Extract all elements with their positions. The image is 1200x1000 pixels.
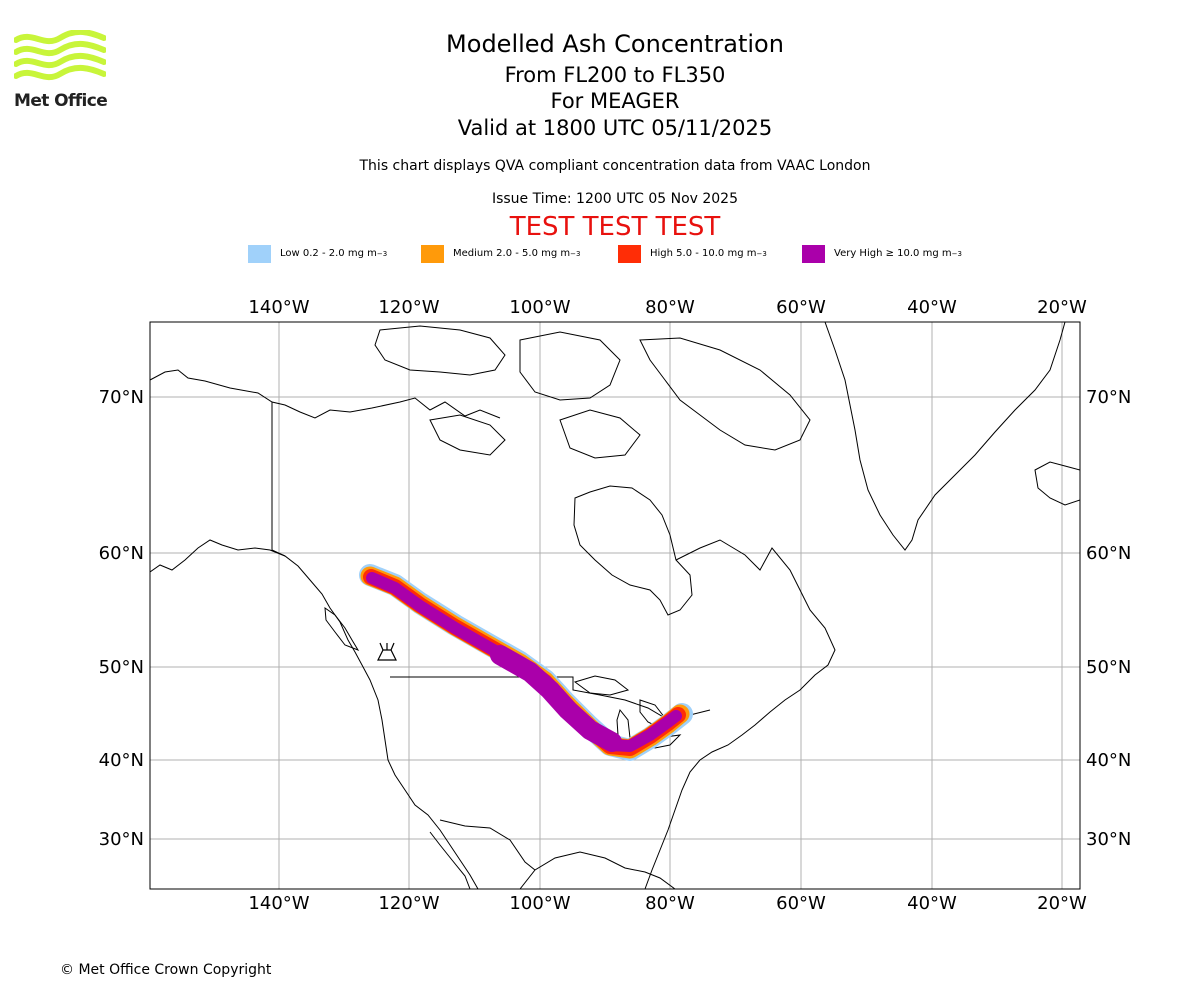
latitude-label: 60°N [1086, 543, 1131, 564]
coastline-baffin-island [639, 337, 811, 451]
latitude-label: 60°N [99, 543, 144, 564]
latitude-label: 70°N [99, 387, 144, 408]
longitude-label: 120°W [378, 893, 439, 914]
legend-exponent: −3 [570, 249, 581, 258]
longitude-label: 80°W [645, 893, 695, 914]
longitude-labels-top: 140°W 120°W 100°W 80°W 60°W 40°W 20°W [248, 297, 1087, 318]
coastlines [150, 322, 1080, 889]
plume-very-high-core [490, 645, 622, 752]
flight-level-range: From FL200 to FL350 [504, 63, 726, 87]
legend-label-medium: Medium 2.0 - 5.0 mg m [453, 248, 571, 259]
test-banner: TEST TEST TEST [509, 212, 721, 242]
ash-plume [359, 564, 693, 761]
coastline-hudson-bay [573, 485, 693, 616]
legend-label-very-high: Very High ≥ 10.0 mg m [834, 248, 952, 259]
coastline-arctic-islands-2 [519, 331, 621, 401]
legend-item-high: High 5.0 - 10.0 mg m −3 [618, 244, 767, 263]
legend-item-very-high: Very High ≥ 10.0 mg m −3 [802, 244, 962, 263]
coastline-greenland [824, 322, 1066, 551]
latitude-label: 30°N [1086, 829, 1131, 850]
graticule [150, 322, 1080, 889]
latitude-label: 40°N [1086, 750, 1131, 771]
legend-exponent: −3 [756, 249, 767, 258]
latitude-label: 50°N [99, 657, 144, 678]
longitude-label: 60°W [776, 893, 826, 914]
coastline-pacific-nw [150, 539, 479, 889]
latitude-label: 50°N [1086, 657, 1131, 678]
chart-title: Modelled Ash Concentration [446, 30, 784, 58]
latitude-labels-right: 70°N 60°N 50°N 40°N 30°N [1086, 387, 1131, 850]
longitude-label: 100°W [509, 297, 570, 318]
volcano-name: For MEAGER [550, 89, 680, 113]
longitude-label: 20°W [1037, 297, 1087, 318]
legend-exponent: −3 [951, 249, 962, 258]
latitude-label: 40°N [99, 750, 144, 771]
volcano-icon [377, 642, 397, 661]
longitude-label: 140°W [248, 297, 309, 318]
border-us-mexico [439, 819, 536, 871]
legend-swatch-high [618, 244, 641, 263]
valid-time: Valid at 1800 UTC 05/11/2025 [457, 116, 773, 140]
coastline-gulf-of-mexico [519, 851, 676, 889]
legend-label-high: High 5.0 - 10.0 mg m [650, 248, 757, 259]
latitude-label: 70°N [1086, 387, 1131, 408]
longitude-label: 40°W [907, 893, 957, 914]
longitude-label: 120°W [378, 297, 439, 318]
legend-label-low: Low 0.2 - 2.0 mg m [280, 248, 377, 259]
border-alaska-canada [271, 402, 286, 557]
legend-swatch-medium [421, 244, 444, 263]
legend-item-low: Low 0.2 - 2.0 mg m −3 [248, 244, 387, 263]
issue-time: Issue Time: 1200 UTC 05 Nov 2025 [491, 191, 739, 207]
coastline-arctic-islands-3 [429, 414, 506, 456]
longitude-labels-bottom: 140°W 120°W 100°W 80°W 60°W 40°W 20°W [248, 893, 1087, 914]
coastline-alaska [150, 369, 501, 419]
met-office-logo [14, 30, 106, 81]
coastline-mexico-gulf [429, 831, 471, 889]
coastline-arctic-islands-1 [374, 325, 506, 376]
copyright: © Met Office Crown Copyright [60, 962, 272, 978]
coastline-iceland [1034, 461, 1080, 506]
latitude-label: 30°N [99, 829, 144, 850]
map-frame [149, 321, 1081, 890]
legend-swatch-very-high [802, 244, 825, 263]
longitude-label: 100°W [509, 893, 570, 914]
longitude-label: 20°W [1037, 893, 1087, 914]
longitude-label: 80°W [645, 297, 695, 318]
coastline-labrador [644, 539, 836, 889]
longitude-label: 60°W [776, 297, 826, 318]
longitude-label: 40°W [907, 297, 957, 318]
chart-description: This chart displays QVA compliant concen… [359, 158, 871, 174]
latitude-labels-left: 70°N 60°N 50°N 40°N 30°N [99, 387, 144, 850]
legend-exponent: −3 [376, 249, 388, 258]
coastline-vancouver-island [324, 606, 360, 651]
legend-swatch-low [248, 244, 271, 263]
logo-text: Met Office [14, 91, 108, 111]
coastline-arctic-islands-4 [559, 409, 641, 459]
longitude-label: 140°W [248, 893, 309, 914]
legend-item-medium: Medium 2.0 - 5.0 mg m −3 [421, 244, 580, 263]
